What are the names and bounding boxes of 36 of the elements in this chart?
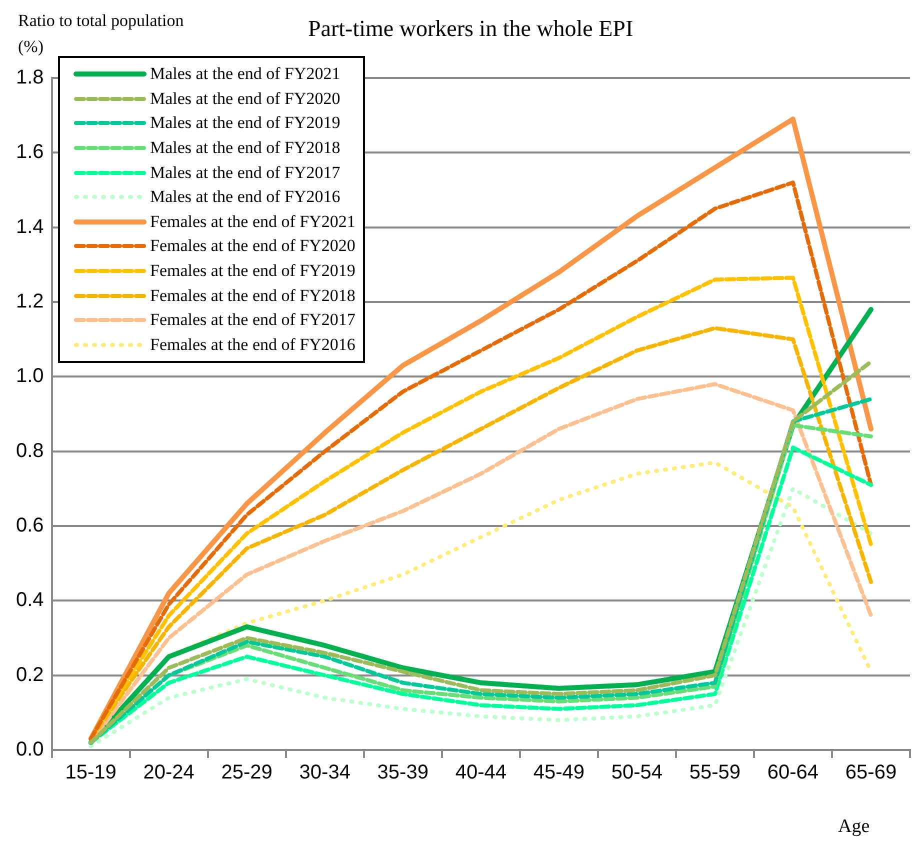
legend-label: Males at the end of FY2016 (150, 187, 340, 208)
x-tick-label: 35-39 (377, 762, 428, 784)
y-tick-label: 0.4 (16, 589, 44, 612)
x-tick-label: 55-59 (689, 762, 741, 784)
legend-label: Males at the end of FY2017 (150, 162, 340, 183)
y-axis-title: Ratio to total population (%) (18, 10, 184, 58)
x-tick-label: 15-19 (65, 762, 116, 784)
legend-label: Females at the end of FY2018 (150, 286, 356, 306)
y-tick-label: 1.0 (16, 365, 44, 388)
y-tick-label: 0.2 (16, 664, 44, 686)
y-tick-label: 1.2 (16, 290, 44, 313)
y-tick-label: 1.6 (16, 141, 44, 164)
x-axis-title: Age (838, 816, 870, 838)
legend-label: Males at the end of FY2021 (150, 64, 340, 84)
legend-label: Males at the end of FY2019 (150, 113, 340, 134)
x-tick-label: 30-34 (299, 762, 350, 784)
chart-title: Part-time workers in the whole EPI (308, 16, 634, 42)
y-tick-label: 0.0 (16, 738, 44, 761)
x-tick-label: 65-69 (845, 762, 897, 784)
x-tick-label: 20-24 (143, 762, 194, 784)
legend-label: Males at the end of FY2018 (150, 138, 340, 158)
legend-label: Females at the end of FY2020 (150, 236, 356, 256)
legend-label: Females at the end of FY2016 (150, 334, 356, 355)
x-tick-label: 60-64 (767, 762, 819, 784)
y-tick-label: 0.8 (16, 440, 44, 462)
legend-label: Males at the end of FY2020 (150, 88, 340, 109)
legend-label: Females at the end of FY2019 (150, 261, 356, 282)
y-tick-label: 1.4 (16, 216, 44, 238)
y-tick-label: 1.8 (16, 66, 44, 89)
x-tick-label: 25-29 (221, 762, 272, 784)
legend-label: Females at the end of FY2017 (150, 310, 356, 330)
y-tick-label: 0.6 (16, 514, 44, 537)
x-tick-label: 45-49 (533, 762, 584, 784)
x-tick-label: 50-54 (611, 762, 663, 784)
x-tick-label: 40-44 (455, 762, 506, 784)
legend-label: Females at the end of FY2021 (150, 212, 356, 232)
